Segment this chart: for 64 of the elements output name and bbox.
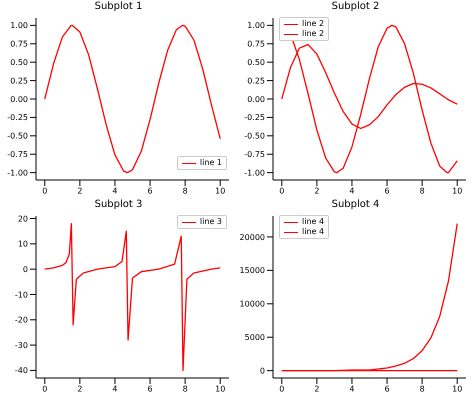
y-tick-label: -1.00 <box>244 168 265 178</box>
x-tick-label: 10 <box>452 384 462 394</box>
y-tick-label: -10 <box>14 290 28 300</box>
y-tick-label: 0.50 <box>10 58 28 68</box>
legend-label: line 4 <box>302 227 324 237</box>
y-tick-label: 15000 <box>240 266 265 276</box>
x-tick-label: 8 <box>420 186 425 196</box>
x-tick-label: 10 <box>215 186 226 196</box>
y-tick-label: 1.00 <box>10 21 28 30</box>
x-tick-label: 2 <box>77 384 82 394</box>
y-tick-label: 0.00 <box>247 94 265 104</box>
chart-title: Subplot 1 <box>94 0 144 14</box>
x-tick-label: 6 <box>148 186 153 196</box>
y-tick-label: 10000 <box>240 300 265 309</box>
legend-label: line 1 <box>200 158 222 168</box>
x-tick-label: 10 <box>452 186 462 196</box>
y-tick-label: 0.50 <box>247 58 265 68</box>
y-tick-label: 0 <box>22 264 28 274</box>
legend-label: line 4 <box>302 217 324 227</box>
y-tick-label: -30 <box>14 340 28 350</box>
y-tick-label: -0.75 <box>244 150 265 160</box>
x-tick-label: 6 <box>384 384 390 394</box>
x-tick-label: 0 <box>42 384 48 394</box>
x-tick-label: 0 <box>42 186 48 196</box>
x-tick-label: 6 <box>384 186 390 196</box>
y-tick-label: 10 <box>18 240 28 249</box>
x-tick-label: 2 <box>314 186 320 196</box>
x-tick-label: 4 <box>112 186 118 196</box>
y-tick-label: 0 <box>260 366 265 376</box>
x-tick-label: 4 <box>112 384 118 394</box>
y-tick-label: -40 <box>14 366 28 376</box>
x-tick-label: 4 <box>349 186 354 196</box>
y-tick-label: -20 <box>14 316 28 325</box>
x-tick-label: 8 <box>420 384 425 394</box>
chart-title: Subplot 2 <box>330 0 380 14</box>
x-tick-label: 2 <box>314 384 320 394</box>
x-tick-label: 8 <box>182 384 188 394</box>
y-tick-label: 0.75 <box>10 40 28 49</box>
chart-title: Subplot 3 <box>94 198 144 212</box>
y-tick-label: -0.50 <box>244 132 265 141</box>
x-tick-label: 8 <box>182 186 188 196</box>
x-tick-label: 2 <box>77 186 82 196</box>
x-tick-label: 0 <box>279 384 284 394</box>
y-tick-label: 20 <box>18 214 28 224</box>
y-tick-label: 1.00 <box>247 21 265 30</box>
y-tick-label: -1.00 <box>7 168 28 178</box>
y-tick-label: 0.00 <box>10 94 28 104</box>
legend-label: line 2 <box>302 29 324 39</box>
y-tick-label: 5000 <box>244 333 265 342</box>
y-tick-label: -0.25 <box>7 113 28 122</box>
chart-title: Subplot 4 <box>330 198 380 212</box>
y-tick-label: 0.75 <box>247 40 265 49</box>
y-tick-label: 20000 <box>240 232 265 242</box>
y-tick-label: -0.50 <box>7 132 28 141</box>
y-tick-label: 0.25 <box>10 76 28 86</box>
x-tick-label: 4 <box>349 384 354 394</box>
legend-label: line 3 <box>200 217 222 227</box>
legend-label: line 2 <box>302 19 324 29</box>
y-tick-label: -0.25 <box>244 113 265 122</box>
x-tick-label: 10 <box>215 384 226 394</box>
y-tick-label: -0.75 <box>7 150 28 160</box>
x-tick-label: 0 <box>279 186 284 196</box>
y-tick-label: 0.25 <box>247 76 265 86</box>
x-tick-label: 6 <box>148 384 153 394</box>
